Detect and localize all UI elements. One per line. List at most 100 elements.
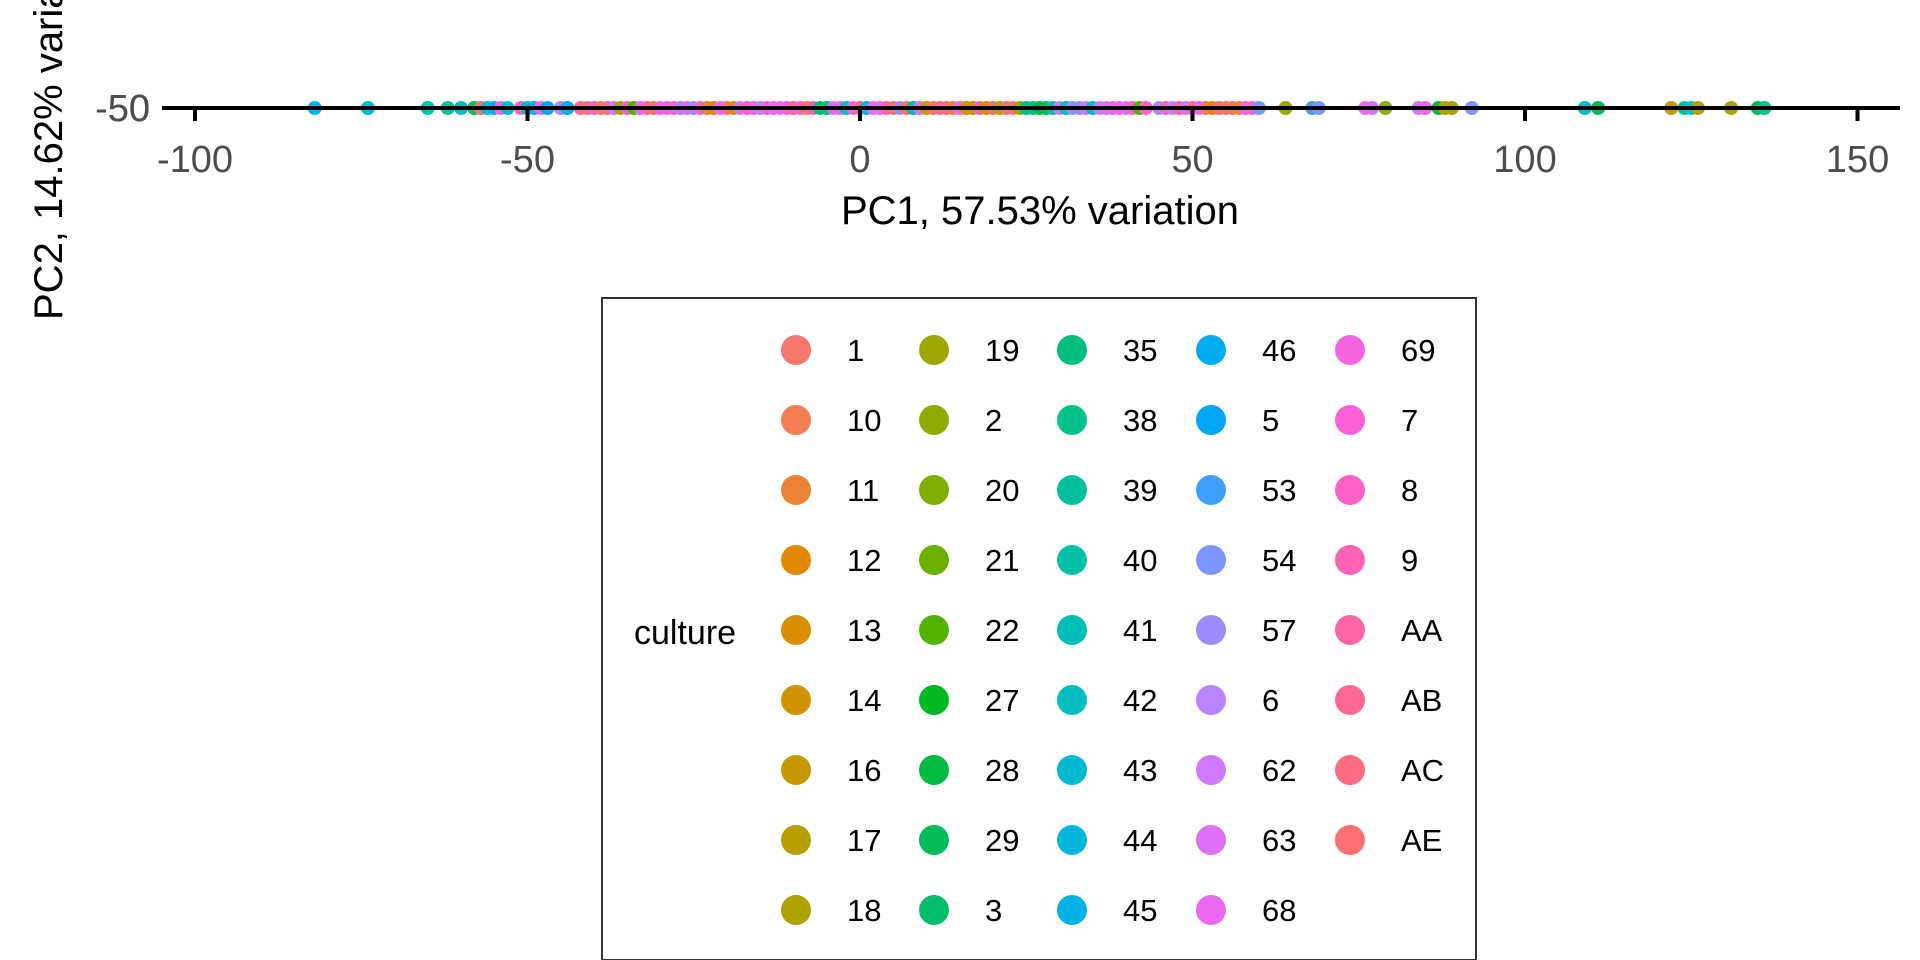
x-axis-title: PC1, 57.53% variation (841, 189, 1239, 233)
legend-label: 1 (847, 333, 864, 368)
legend-label: 11 (847, 473, 879, 508)
legend-key (1057, 335, 1087, 365)
legend-label: 21 (985, 543, 1019, 578)
legend-key (1196, 825, 1226, 855)
legend-key (919, 545, 949, 575)
legend-key (1057, 895, 1087, 925)
x-tick-label: -100 (157, 139, 233, 181)
legend-label: 6 (1262, 683, 1279, 718)
legend-key (781, 545, 811, 575)
legend-label: 46 (1262, 333, 1296, 368)
legend-label: 16 (847, 753, 881, 788)
legend-label: 41 (1123, 613, 1157, 648)
legend-key (781, 755, 811, 785)
legend-label: 10 (847, 403, 881, 438)
y-tick-label: 50 (108, 88, 150, 130)
legend-entries: 1 10 11 12 13 14 16 17 18 19 2 20 21 22 27 28 29 3 35 38 39 4… (781, 333, 1444, 928)
legend-key (1196, 405, 1226, 435)
x-tick-label: 150 (1826, 139, 1889, 181)
legend-key (781, 895, 811, 925)
legend-key (1057, 825, 1087, 855)
legend-title: culture (634, 614, 736, 652)
legend-key (1196, 685, 1226, 715)
legend-key (1196, 545, 1226, 575)
legend-key (919, 405, 949, 435)
legend-key (1057, 545, 1087, 575)
legend-key (919, 475, 949, 505)
legend-label: 38 (1123, 403, 1157, 438)
legend-label: 39 (1123, 473, 1157, 508)
legend-key (781, 405, 811, 435)
legend-key (1335, 335, 1365, 365)
legend-label: 45 (1123, 893, 1157, 928)
legend-label: 22 (985, 613, 1019, 648)
y-tick-label: 0 (129, 88, 150, 130)
legend-key (781, 475, 811, 505)
legend-label: 17 (847, 823, 881, 858)
legend-label: 63 (1262, 823, 1296, 858)
x-tick-label: 100 (1493, 139, 1556, 181)
x-tick-label: 50 (1171, 139, 1213, 181)
legend-label: 18 (847, 893, 881, 928)
legend-key (1335, 755, 1365, 785)
legend-label: 13 (847, 613, 881, 648)
legend-label: 19 (985, 333, 1019, 368)
legend-label: AB (1401, 683, 1442, 718)
legend-key (919, 755, 949, 785)
x-axis-ticks: -100 -50 0 50 100 150 (157, 108, 1889, 181)
legend-label: 20 (985, 473, 1019, 508)
legend-key (1335, 685, 1365, 715)
y-axis-title: PC2, 14.62% variation (27, 0, 71, 320)
legend-label: 12 (847, 543, 881, 578)
legend-key (919, 335, 949, 365)
legend-key (1335, 825, 1365, 855)
legend-key (919, 685, 949, 715)
x-tick-label: -50 (500, 139, 555, 181)
legend-key (1335, 405, 1365, 435)
legend-key (781, 615, 811, 645)
legend-key (1196, 615, 1226, 645)
legend-label: 40 (1123, 543, 1157, 578)
legend-key (1196, 895, 1226, 925)
legend-key (781, 825, 811, 855)
x-tick-label: 0 (849, 139, 870, 181)
legend-key (781, 685, 811, 715)
legend-label: AC (1401, 753, 1444, 788)
legend-label: 7 (1401, 403, 1418, 438)
legend-label: 28 (985, 753, 1019, 788)
legend-key (1196, 755, 1226, 785)
legend-key (1057, 405, 1087, 435)
legend-key (1196, 475, 1226, 505)
legend-label: 44 (1123, 823, 1157, 858)
legend-key (781, 335, 811, 365)
legend-label: 62 (1262, 753, 1296, 788)
legend-key (1057, 685, 1087, 715)
legend-key (919, 895, 949, 925)
legend-key (1057, 615, 1087, 645)
legend-key (1057, 475, 1087, 505)
legend-key (1335, 615, 1365, 645)
legend-label: 27 (985, 683, 1019, 718)
legend-key (1335, 475, 1365, 505)
legend-key (1196, 335, 1226, 365)
legend-label: 35 (1123, 333, 1157, 368)
legend-label: 8 (1401, 473, 1418, 508)
legend-label: AA (1401, 613, 1443, 648)
legend-label: 42 (1123, 683, 1157, 718)
legend-label: 53 (1262, 473, 1296, 508)
legend-key (1335, 545, 1365, 575)
legend-label: 68 (1262, 893, 1296, 928)
legend-label: 3 (985, 893, 1002, 928)
legend-label: 69 (1401, 333, 1435, 368)
legend-key (919, 825, 949, 855)
legend-box (601, 297, 1477, 960)
y-tick-label: -50 (95, 88, 150, 130)
legend-label: 2 (985, 403, 1002, 438)
legend-label: 57 (1262, 613, 1296, 648)
legend-label: 9 (1401, 543, 1418, 578)
legend-label: 29 (985, 823, 1019, 858)
legend-label: AE (1401, 823, 1442, 858)
legend-label: 5 (1262, 403, 1279, 438)
